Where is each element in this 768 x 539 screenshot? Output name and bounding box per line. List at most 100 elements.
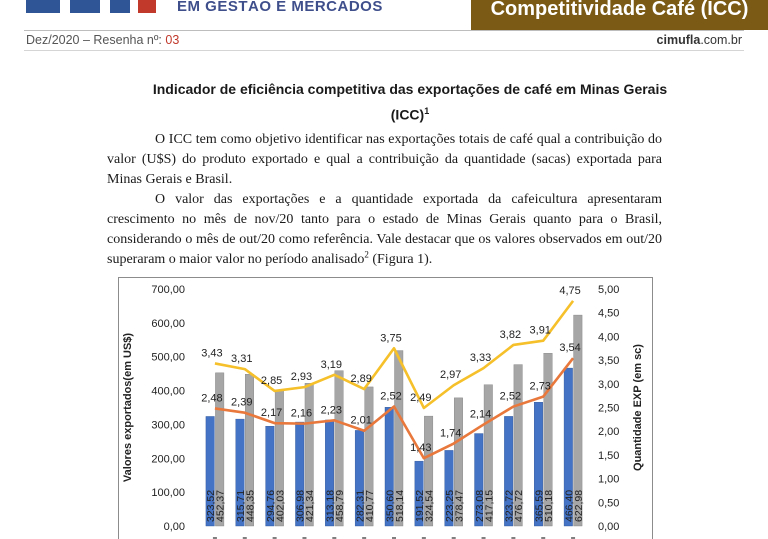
y-tick-label: 400,00	[151, 386, 185, 398]
bar-value-label: 273,08	[474, 490, 486, 522]
bar	[474, 433, 484, 527]
bar-value-label: 323,52	[205, 490, 217, 522]
bar	[414, 460, 424, 527]
section-banner: Competitividade Café (ICC)	[471, 0, 768, 30]
bar-value-label: 378,47	[453, 490, 465, 522]
line-value-label: 1,74	[440, 428, 461, 440]
bar-value-label: 365,59	[533, 490, 545, 522]
line-value-label: 2,89	[350, 373, 371, 385]
bar-value-label: 476,72	[513, 490, 525, 522]
bar-value-label: 315,71	[235, 490, 247, 522]
y-tick-label: 600,00	[151, 318, 185, 330]
bar	[235, 418, 245, 527]
y-tick-label: 300,00	[151, 419, 185, 431]
line-value-label: 1,43	[410, 442, 431, 454]
bar-value-label: 458,79	[334, 490, 346, 522]
y2-tick-label: 0,00	[598, 521, 619, 533]
paragraph-2: O valor das exportações e a quantidade e…	[107, 190, 662, 270]
paragraph-2-footnote-ref: 2	[364, 249, 369, 260]
bar-value-label: 323,72	[504, 490, 516, 522]
issue-number: 03	[165, 33, 180, 47]
y-tick-label: 200,00	[151, 453, 185, 465]
y-tick-label: 700,00	[151, 284, 185, 296]
chart-canvas: 0,00 100,00 200,00 300,00 400,00 500,00 600,00…	[122, 284, 644, 539]
y2-tick-label: 2,50	[598, 403, 619, 415]
line-value-label: 3,91	[530, 325, 551, 337]
y2-axis-title: Quantidade EXP (em sc)	[632, 344, 644, 471]
bar-value-label: 466,40	[563, 490, 575, 522]
bar-value-label: 448,35	[245, 490, 257, 522]
line-value-label: 3,75	[380, 332, 401, 344]
bar	[573, 314, 583, 527]
bar	[453, 397, 463, 527]
bar	[424, 415, 434, 527]
bar-value-label: 282,31	[354, 490, 366, 522]
y-tick-label: 500,00	[151, 352, 185, 364]
line-value-label: 2,52	[500, 391, 521, 403]
bar	[384, 407, 394, 527]
bar	[563, 367, 573, 527]
bar-value-label: 350,60	[384, 490, 396, 522]
bar-value-label: 191,52	[414, 490, 426, 522]
header-divider	[24, 30, 744, 31]
line-value-label: 2,73	[530, 381, 551, 393]
paragraph-1-text: O ICC tem como objetivo identificar nas …	[107, 132, 662, 187]
y2-tick-label: 4,00	[598, 331, 619, 343]
line-value-label: 3,54	[559, 342, 580, 354]
y2-tick-label: 1,50	[598, 450, 619, 462]
y2-tick-label: 1,00	[598, 474, 619, 486]
bar-value-label: 402,03	[274, 490, 286, 522]
series-line	[214, 357, 575, 460]
line-value-label: 3,82	[500, 329, 521, 341]
paragraph-2-tail: (Figura 1).	[368, 252, 433, 267]
line-value-label: 3,19	[321, 359, 342, 371]
line-value-label: 2,93	[291, 371, 312, 383]
title-footnote-ref: 1	[424, 106, 430, 116]
y2-tick-label: 3,00	[598, 379, 619, 391]
bar-value-label: 622,98	[573, 490, 585, 522]
series-line	[214, 300, 575, 410]
bar	[513, 364, 523, 527]
line-value-label: 4,75	[559, 285, 580, 297]
bar-value-label: 421,34	[304, 490, 316, 522]
bar	[534, 402, 543, 527]
paragraph-1: O ICC tem como objetivo identificar nas …	[107, 130, 662, 190]
issue-info: Dez/2020 – Resenha nº: 03	[26, 33, 179, 47]
line-value-label: 2,39	[231, 397, 252, 409]
line-value-label: 2,17	[261, 407, 282, 419]
title-line-2: (ICC)	[390, 106, 425, 123]
bar	[205, 416, 215, 527]
bar-value-label: 518,14	[394, 490, 406, 522]
bar	[304, 383, 314, 527]
site-domain: .com.br	[700, 33, 742, 47]
y2-tick-label: 4,50	[598, 308, 619, 320]
bar	[483, 384, 493, 527]
line-value-label: 2,01	[350, 415, 371, 427]
y-axis-title: Valores exportados(em US$)	[122, 333, 134, 483]
site-name: cimufla	[656, 33, 701, 47]
line-value-label: 2,85	[261, 375, 282, 387]
bar	[265, 426, 275, 527]
line-value-label: 2,48	[201, 392, 222, 404]
bar-value-label: 313,18	[325, 490, 337, 522]
bar-value-label: 294,76	[265, 490, 277, 522]
bar-value-label: 324,54	[424, 490, 436, 522]
y2-tick-label: 0,50	[598, 497, 619, 509]
line-value-label: 2,16	[291, 408, 312, 420]
bar-value-label: 452,37	[215, 490, 227, 522]
paragraph-2-text: O valor das exportações e a quantidade e…	[107, 192, 662, 267]
bar	[444, 450, 454, 527]
line-value-label: 3,31	[231, 353, 252, 365]
line-value-label: 3,33	[470, 352, 491, 364]
site-link[interactable]: cimufla.com.br	[657, 33, 742, 47]
bar-value-label: 306,98	[295, 490, 307, 522]
y2-tick-label: 5,00	[598, 284, 619, 296]
bar-value-label: 223,25	[444, 490, 456, 522]
line-value-label: 2,23	[321, 404, 342, 416]
bar	[245, 374, 254, 527]
bar-value-label: 510,18	[543, 490, 555, 522]
banner-title: Competitividade Café (ICC)	[490, 0, 749, 20]
page-title: Indicador de eficiência competitiva das …	[150, 78, 670, 126]
line-value-label: 2,52	[380, 391, 401, 403]
brand-subtitle: EM GESTÃO E MERCADOS	[177, 0, 383, 15]
